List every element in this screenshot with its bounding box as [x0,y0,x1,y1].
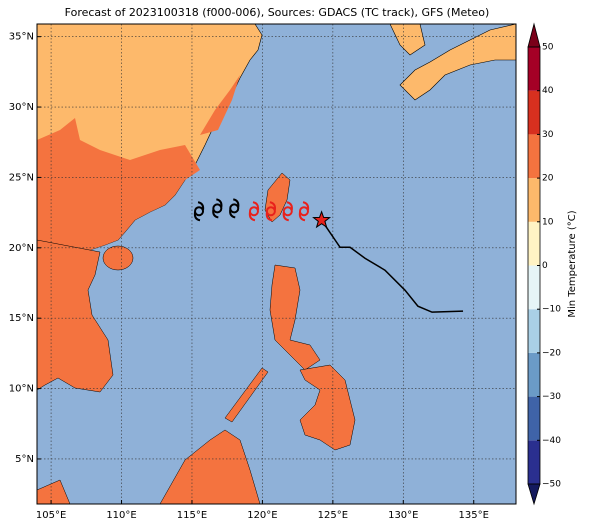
land-borneo [159,429,261,504]
x-tick-label: 105°E [36,510,66,521]
storm-symbol [193,201,205,222]
storm-symbol [248,201,260,222]
storm-symbol [229,198,240,219]
y-tick-label: 30°N [9,102,34,113]
colorbar-extend-max [527,22,541,48]
map-title: Forecast of 2023100318 (f000-006), Sourc… [65,6,490,19]
colorbar-band [528,309,540,353]
land-warm [37,118,200,262]
land-taiwan [264,172,291,223]
colorbar-tick-label: 40 [542,86,554,96]
colorbar-tick-label: −40 [542,436,561,446]
map-frame [36,23,517,505]
colorbar-tick-label: −10 [542,305,561,315]
y-tick-label: 5°N [15,454,34,465]
colorbar-band [528,265,540,310]
colorbar-tick-label: 0 [542,261,548,271]
colorbar-tick-label: 30 [542,130,554,140]
x-tick-label: 115°E [177,510,207,521]
colorbar-tick-label: 10 [542,217,554,227]
colorbar-band [528,178,540,222]
storm-symbol [282,201,293,222]
colorbar-band [528,47,540,91]
current-position [312,210,332,229]
x-tick-label: 110°E [106,510,136,521]
colorbar-tick-label: 50 [542,43,554,53]
land-indochina [37,239,114,393]
x-tick-label: 135°E [459,510,489,521]
colorbar-band [528,134,540,179]
colorbar-label: Min Temperature (°C) [567,210,578,317]
y-tick-label: 35°N [9,32,34,43]
map-area [37,24,516,504]
land-hainan [102,245,134,271]
x-tick-label: 130°E [388,510,418,521]
storm-symbol [212,198,223,219]
land-warm [200,75,240,135]
land-malaya [37,479,71,504]
land-japan [399,24,516,101]
land-palawan [224,367,269,423]
y-tick-label: 25°N [9,172,34,183]
y-tick-label: 10°N [9,384,34,395]
colorbar-tick-label: −30 [542,392,561,402]
colorbar-tick-label: −20 [542,348,561,358]
colorbar-extend-min [527,483,541,506]
x-tick-label: 120°E [247,510,277,521]
grid [37,24,516,504]
colorbar-band [528,396,540,441]
tc-track [320,219,464,313]
y-tick-label: 15°N [9,313,34,324]
land-mindanao [299,364,356,451]
colorbar-band [528,221,540,266]
land-luzon [269,264,321,371]
track-layer [193,198,464,313]
storm-symbol [298,201,310,222]
colorbar-band [528,352,540,397]
colorbar-tick-label: −50 [542,480,561,490]
x-tick-label: 125°E [318,510,348,521]
y-tick-label: 20°N [9,243,34,254]
land-korea [389,24,426,56]
colorbar-band [528,90,540,135]
colorbar-tick-label: 20 [542,174,554,184]
storm-symbol [265,201,277,222]
colorbar-band [528,440,540,484]
